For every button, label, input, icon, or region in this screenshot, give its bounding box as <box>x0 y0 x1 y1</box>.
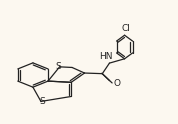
Text: HN: HN <box>99 52 113 61</box>
Text: O: O <box>114 79 121 88</box>
Text: S: S <box>39 97 45 106</box>
Text: S: S <box>56 62 62 71</box>
Text: Cl: Cl <box>121 24 130 33</box>
